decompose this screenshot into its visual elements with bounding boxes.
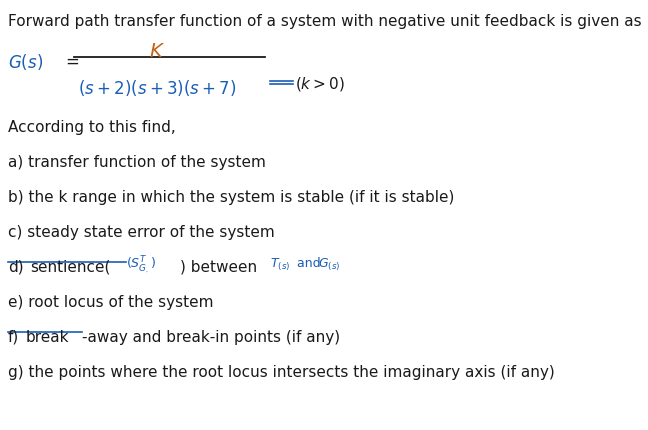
Text: $\mathit{T_{(s)}}$: $\mathit{T_{(s)}}$ — [270, 256, 290, 273]
Text: c) steady state error of the system: c) steady state error of the system — [8, 224, 275, 240]
Text: ) between: ) between — [180, 259, 257, 274]
Text: b) the k range in which the system is stable (if it is stable): b) the k range in which the system is st… — [8, 190, 454, 205]
Text: $\mathit{G_{(s)}}$: $\mathit{G_{(s)}}$ — [318, 256, 340, 273]
Text: break: break — [26, 329, 69, 344]
Text: -away and break-in points (if any): -away and break-in points (if any) — [82, 329, 340, 344]
Text: d): d) — [8, 259, 23, 274]
Text: a) transfer function of the system: a) transfer function of the system — [8, 155, 266, 169]
Text: Forward path transfer function of a system with negative unit feedback is given : Forward path transfer function of a syst… — [8, 14, 642, 29]
Text: $\mathit{G(s)}$: $\mathit{G(s)}$ — [8, 52, 43, 72]
Text: $\mathit{K}$: $\mathit{K}$ — [149, 42, 165, 61]
Text: sentience(: sentience( — [30, 259, 110, 274]
Text: $(k>0)$: $(k>0)$ — [295, 75, 345, 93]
Text: According to this find,: According to this find, — [8, 120, 176, 135]
Text: and: and — [293, 256, 325, 269]
Text: $=$: $=$ — [62, 52, 79, 70]
Text: e) root locus of the system: e) root locus of the system — [8, 294, 213, 309]
Text: g) the points where the root locus intersects the imaginary axis (if any): g) the points where the root locus inter… — [8, 364, 555, 379]
Text: f): f) — [8, 329, 19, 344]
Text: $\mathit{(S^T_{G_{,\,}})}$: $\mathit{(S^T_{G_{,\,}})}$ — [126, 253, 156, 275]
Text: $\mathit{(s+2)(s+3)(s+7)}$: $\mathit{(s+2)(s+3)(s+7)}$ — [78, 78, 237, 98]
